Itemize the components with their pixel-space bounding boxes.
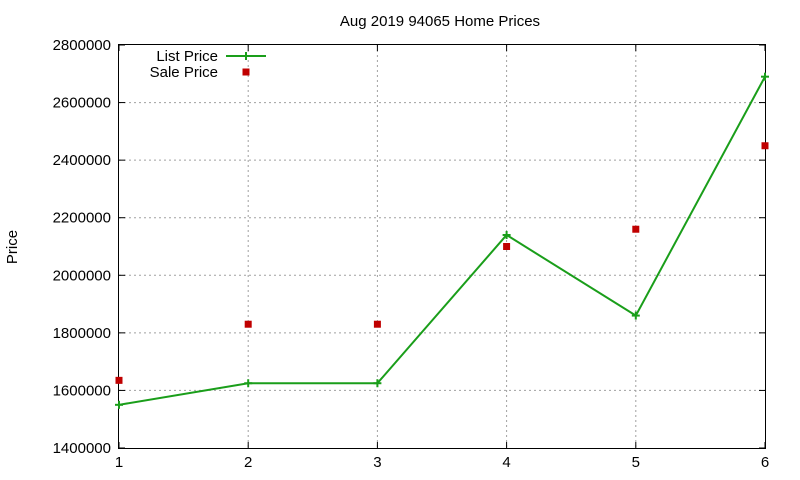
chart-title: Aug 2019 94065 Home Prices — [340, 13, 540, 30]
list-price-point — [244, 379, 253, 388]
x-tick-label: 3 — [373, 454, 381, 471]
x-tick-label: 2 — [244, 454, 252, 471]
list-price-point — [115, 400, 123, 409]
sale-price-point — [373, 320, 381, 328]
legend-label-sale-price: Sale Price — [150, 64, 218, 81]
x-tick-label: 4 — [502, 454, 510, 471]
y-tick-label: 2200000 — [53, 210, 111, 227]
y-axis-label: Price — [4, 230, 21, 264]
list-price-point — [631, 311, 640, 320]
plot-frame — [118, 44, 766, 449]
list-price-point — [761, 72, 769, 81]
y-tick-label: 1800000 — [53, 325, 111, 342]
y-tick-label: 1400000 — [53, 440, 111, 457]
y-tick-label: 1600000 — [53, 382, 111, 399]
x-tick-label: 5 — [632, 454, 640, 471]
legend-label-list-price: List Price — [156, 48, 218, 65]
list-price-point — [502, 230, 511, 239]
series-layer — [115, 72, 769, 409]
y-tick-label: 2400000 — [53, 152, 111, 169]
y-tick-label: 2000000 — [53, 267, 111, 284]
list-price-point — [373, 379, 382, 388]
y-tick-label: 2800000 — [53, 37, 111, 54]
axis-ticks: 1 2 3 4 5 6 1400000 1600000 1800000 2000000 220000… — [53, 37, 770, 471]
sale-price-point — [503, 243, 511, 250]
grid-lines — [119, 45, 765, 448]
sale-price-point — [244, 320, 252, 328]
x-tick-label: 6 — [761, 454, 769, 471]
y-tick-label: 2600000 — [53, 95, 111, 112]
list-price-line — [118, 76, 766, 406]
legend-swatch-sale-price — [242, 68, 250, 76]
sale-price-point — [761, 142, 769, 150]
sale-price-point — [632, 225, 640, 233]
x-tick-label: 1 — [115, 454, 123, 471]
sale-price-point — [115, 376, 123, 384]
